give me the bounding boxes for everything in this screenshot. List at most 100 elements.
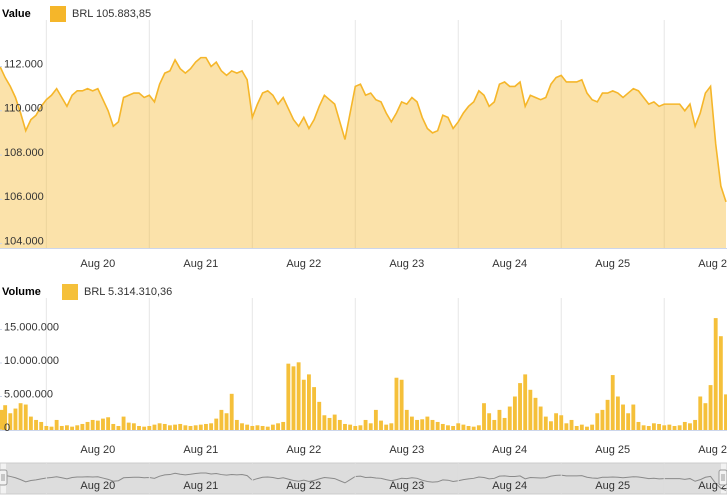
navigator-label: Aug 22 [286,480,321,492]
bar [621,404,625,430]
bar [409,416,414,430]
bar [111,423,116,430]
bar [708,385,713,430]
bar [373,409,378,430]
bar [147,425,152,430]
bar [610,375,615,430]
navigator-label: Aug 25 [595,480,630,492]
navigator-handle [718,469,727,486]
bar [718,336,723,430]
bar [301,379,306,430]
bar [579,424,584,430]
bar [518,383,522,430]
bar [425,416,430,430]
area-line [0,56,727,203]
bar [178,423,183,430]
bar [286,363,291,430]
bar [332,414,337,430]
bar [415,419,419,430]
bar [590,424,595,430]
bar [106,417,111,430]
bar [724,394,727,430]
bar [461,424,466,430]
bar [389,423,394,430]
bar [337,419,342,430]
bar [152,424,157,430]
bar [167,425,172,430]
y-tick-label: 15.000.000 [4,321,59,333]
bar [54,419,59,430]
bar [703,403,708,430]
bar [65,425,69,430]
x-tick-label: Aug 25 [595,258,630,270]
bar [214,418,219,430]
bar [8,413,13,430]
bar [157,423,162,430]
bar [245,424,250,430]
navigator-mask [6,463,721,494]
bar [533,397,538,430]
bar [641,425,646,430]
bar [281,421,286,430]
bar [137,425,141,430]
bar [543,416,548,430]
y-tick-label: 0 [4,422,10,434]
bar [554,413,559,430]
bar [193,425,198,430]
bar [255,425,260,430]
x-tick-label: Aug 22 [286,258,321,270]
bar [80,423,85,430]
bar [3,405,8,430]
navigator-label: Aug 21 [183,480,218,492]
bar [682,421,687,430]
bar [312,387,317,430]
bar [523,374,528,430]
bar [296,362,301,430]
bar [446,425,450,430]
bar [39,421,44,430]
bar [688,423,692,430]
area-fill [0,57,726,248]
bar [28,416,33,430]
bar [270,424,275,430]
bar [131,423,136,430]
bar [116,425,121,430]
bar [492,419,497,430]
bar [260,425,265,430]
y-tick-label: 104.000 [4,235,44,247]
navigator-label: Aug 24 [492,480,527,492]
bar [667,424,672,430]
bar [250,425,255,430]
navigator-handle [0,469,8,486]
bar [162,423,167,430]
bar [240,423,244,430]
bar [466,425,471,430]
x-tick-label: Aug 20 [80,258,115,270]
y-tick-label: 5.000.000 [4,388,53,400]
bar [368,423,373,430]
bar [420,419,425,430]
bar [322,415,327,430]
x-tick-label: Aug 26 [698,444,727,456]
bar [49,426,54,430]
navigator-label: Aug 20 [80,480,115,492]
bar [631,404,636,430]
bar [0,409,4,430]
bar [224,413,229,430]
y-tick-label: 108.000 [4,147,44,159]
legend-label: BRL 105.883,85 [72,8,151,20]
bar [585,426,589,430]
bar [379,420,383,430]
bar [101,418,105,430]
bar [384,424,389,430]
y-tick-label: 112.000 [4,58,43,70]
bar [219,409,224,430]
legend-label: BRL 5.314.310,36 [84,286,172,298]
bar [13,408,18,430]
bar [307,374,311,430]
bar [507,406,512,430]
bar [358,425,363,430]
bar [363,419,368,430]
bar [121,416,126,430]
